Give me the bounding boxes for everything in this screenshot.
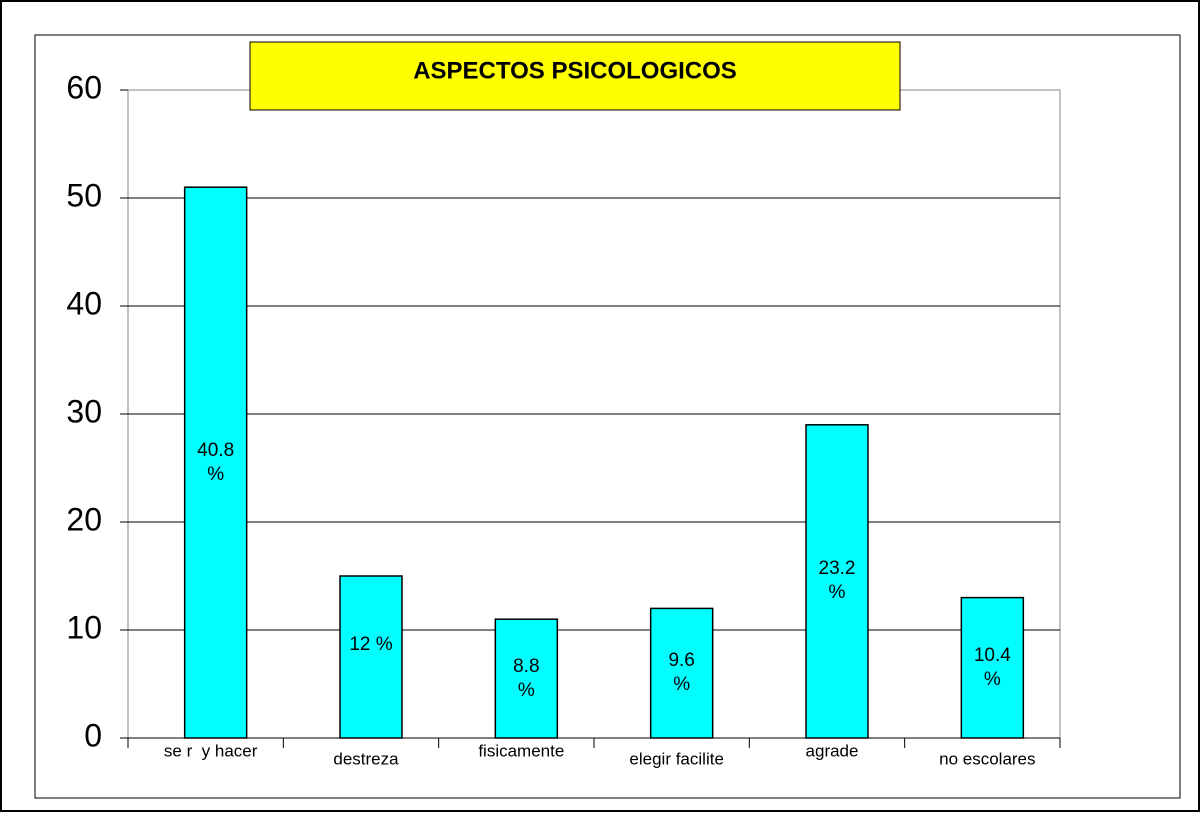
y-tick-label: 10: [66, 609, 102, 645]
bar-annotation: 10.4 %: [973, 644, 1011, 690]
bar-annotation: 23.2 %: [818, 558, 856, 604]
y-tick-label: 40: [66, 285, 102, 321]
x-tick-label: elegir facilite: [629, 749, 724, 768]
bar-annotation: 9.6 %: [668, 650, 695, 696]
bar: [339, 575, 403, 739]
x-tick-label: agrade: [806, 741, 859, 760]
x-tick-label: fisicamente: [478, 741, 564, 760]
bar-annotation: 8.8 %: [513, 655, 540, 701]
y-tick-label: 60: [66, 69, 102, 105]
y-tick-label: 50: [66, 177, 102, 213]
chart-title: ASPECTOS PSICOLOGICOS: [413, 57, 737, 84]
bar-annotation: 12 %: [349, 634, 393, 655]
bar: [649, 607, 714, 739]
bar: [183, 186, 248, 739]
bar: [960, 596, 1025, 739]
y-tick-label: 20: [66, 501, 102, 537]
bar: [805, 424, 869, 739]
bar: [494, 618, 559, 739]
y-tick-label: 30: [66, 393, 102, 429]
title-box: [249, 41, 901, 111]
y-tick-label: 0: [84, 717, 102, 753]
x-tick-label: no escolares: [939, 749, 1035, 768]
x-tick-label: se r y hacer: [164, 741, 258, 760]
x-tick-label: destreza: [333, 749, 399, 768]
bar-annotation: 40.8 %: [197, 439, 235, 485]
